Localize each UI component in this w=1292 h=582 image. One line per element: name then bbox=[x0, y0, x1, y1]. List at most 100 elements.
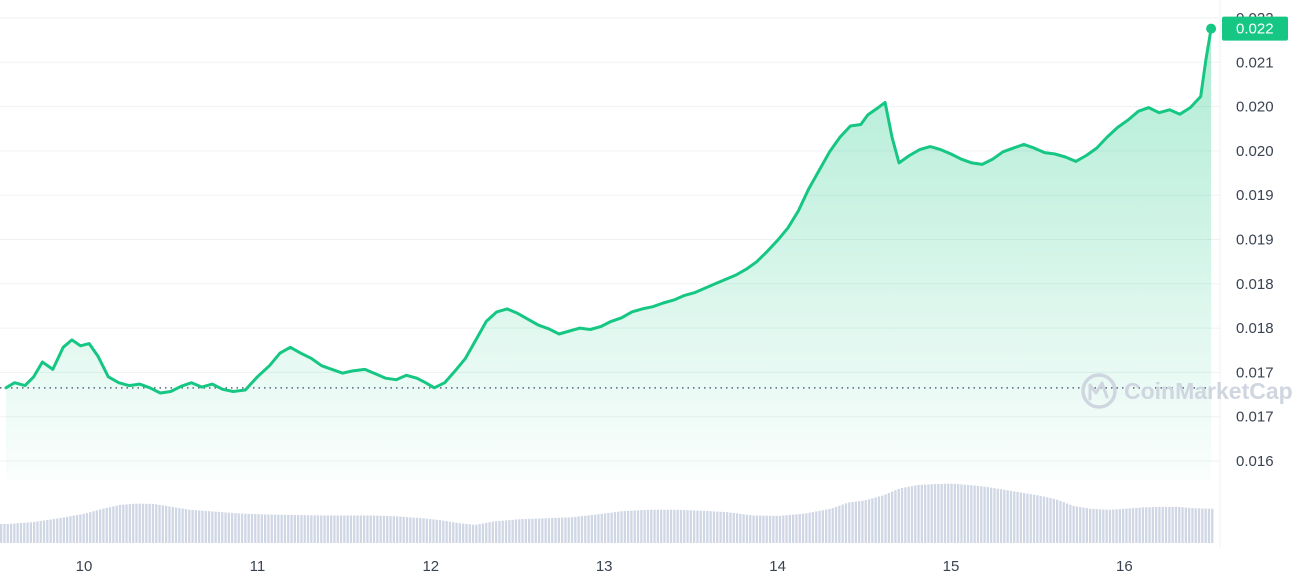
volume-bar bbox=[960, 484, 963, 543]
volume-bar bbox=[993, 488, 996, 543]
volume-bar bbox=[244, 513, 247, 543]
volume-bar bbox=[689, 510, 692, 543]
volume-bar bbox=[851, 501, 854, 543]
volume-bar bbox=[706, 511, 709, 543]
volume-bar bbox=[1178, 507, 1181, 543]
volume-bar bbox=[1072, 505, 1075, 543]
volume-bar bbox=[52, 519, 56, 543]
volume-bar bbox=[72, 515, 75, 543]
volume-bar bbox=[313, 515, 316, 543]
x-tick-label: 14 bbox=[769, 558, 786, 575]
volume-bar bbox=[966, 484, 970, 543]
volume-bar bbox=[1171, 506, 1174, 543]
volume-bar bbox=[198, 510, 201, 543]
volume-bar bbox=[498, 520, 501, 543]
x-axis-ticks: 10 11 12 13 14 15 16 bbox=[76, 558, 1133, 575]
volume-bar bbox=[696, 510, 699, 543]
volume-bar bbox=[772, 515, 775, 543]
volume-bar bbox=[528, 518, 531, 543]
volume-bar bbox=[778, 515, 782, 543]
volume-bar bbox=[683, 510, 686, 543]
volume-bar bbox=[844, 503, 848, 543]
volume-bar bbox=[914, 485, 917, 543]
volume-bar bbox=[1009, 490, 1013, 543]
volume-bar bbox=[904, 487, 907, 543]
volume-bar bbox=[141, 503, 145, 543]
volume-bar bbox=[221, 512, 224, 543]
y-tick-label: 0.017 bbox=[1236, 364, 1274, 381]
volume-bar bbox=[191, 509, 194, 543]
volume-bar bbox=[1131, 508, 1135, 543]
x-tick-label: 15 bbox=[943, 558, 960, 575]
volume-bar bbox=[412, 517, 415, 543]
volume-bar bbox=[815, 511, 818, 543]
volume-bar bbox=[118, 504, 122, 543]
volume-bar bbox=[676, 509, 679, 543]
volume-bar bbox=[630, 510, 633, 543]
volume-bar bbox=[0, 523, 3, 543]
volume-bar bbox=[867, 499, 871, 543]
volume-bar bbox=[161, 505, 164, 543]
volume-bar bbox=[442, 520, 445, 543]
volume-bar bbox=[392, 516, 395, 543]
volume-bar bbox=[534, 518, 537, 543]
volume-bar bbox=[194, 510, 197, 543]
y-tick-label: 0.016 bbox=[1236, 453, 1274, 470]
volume-bar bbox=[452, 522, 455, 543]
volume-bar bbox=[306, 515, 310, 543]
volume-bar bbox=[983, 486, 986, 543]
volume-bar bbox=[980, 486, 983, 543]
volume-bar bbox=[600, 513, 603, 543]
volume-bar bbox=[151, 503, 155, 543]
volume-bar bbox=[511, 519, 514, 543]
volume-bar bbox=[13, 523, 16, 543]
volume-bar bbox=[458, 523, 461, 543]
volume-bar bbox=[1164, 506, 1168, 543]
volume-bar bbox=[735, 513, 739, 543]
x-tick-label: 16 bbox=[1116, 558, 1133, 575]
volume-bar bbox=[336, 515, 339, 543]
volume-bar bbox=[422, 518, 425, 543]
volume-bar bbox=[1122, 508, 1125, 543]
volume-bar bbox=[204, 510, 207, 543]
volume-bar bbox=[574, 516, 577, 543]
volume-bar bbox=[808, 512, 811, 543]
volume-bar bbox=[567, 517, 570, 543]
volume-bar bbox=[663, 509, 666, 543]
volume-bar bbox=[996, 488, 999, 543]
volume-bar bbox=[947, 483, 950, 543]
volume-bar bbox=[165, 505, 168, 543]
volume-bar bbox=[402, 516, 405, 543]
volume-bar bbox=[69, 516, 72, 543]
volume-bar bbox=[597, 514, 600, 543]
volume-bar bbox=[580, 516, 584, 543]
volume-bar bbox=[640, 510, 643, 543]
current-price-tag: 0.022 bbox=[1222, 16, 1288, 41]
volume-bar bbox=[818, 510, 821, 543]
volume-bar bbox=[1211, 508, 1214, 543]
volume-bar bbox=[1029, 494, 1032, 543]
volume-bar bbox=[1003, 489, 1006, 543]
volume-bar bbox=[349, 515, 353, 543]
volume-bar bbox=[155, 504, 158, 543]
volume-bar bbox=[217, 511, 221, 543]
volume-bar bbox=[828, 509, 831, 543]
volume-bar bbox=[891, 491, 894, 543]
volume-bar bbox=[699, 510, 702, 543]
volume-bar bbox=[277, 514, 280, 543]
volume-bar bbox=[917, 484, 920, 543]
volume-bar bbox=[617, 511, 620, 543]
volume-bar bbox=[254, 514, 257, 543]
volume-bar bbox=[1089, 508, 1092, 543]
volume-bar bbox=[481, 523, 485, 543]
volume-bar bbox=[234, 513, 237, 543]
volume-bar bbox=[590, 515, 593, 543]
volume-bar bbox=[445, 521, 448, 543]
volume-bar bbox=[346, 515, 349, 543]
volume-bar bbox=[1039, 495, 1042, 543]
volume-bar bbox=[1201, 508, 1204, 543]
volume-bar bbox=[712, 511, 716, 543]
volume-bar bbox=[726, 512, 729, 543]
volume-bar bbox=[188, 509, 191, 543]
volume-bar bbox=[1013, 491, 1016, 543]
